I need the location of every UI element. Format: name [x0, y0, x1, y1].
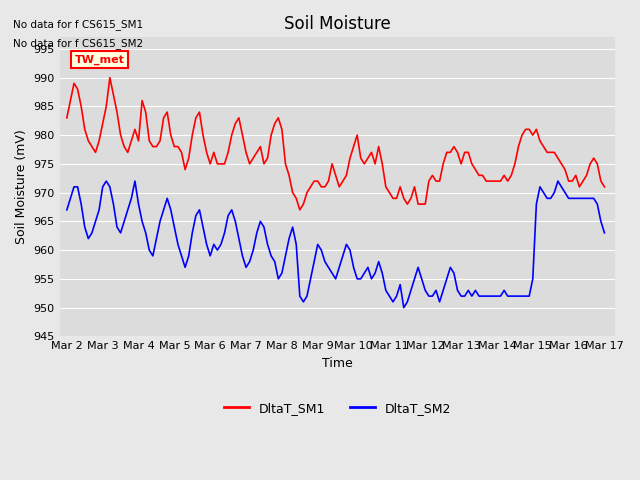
DltaT_SM1: [106, 75, 114, 81]
DltaT_SM1: [296, 207, 303, 213]
Legend: DltaT_SM1, DltaT_SM2: DltaT_SM1, DltaT_SM2: [219, 397, 456, 420]
DltaT_SM1: [332, 172, 339, 178]
DltaT_SM1: [597, 178, 605, 184]
DltaT_SM2: [102, 178, 110, 184]
X-axis label: Time: Time: [322, 357, 353, 370]
DltaT_SM1: [257, 144, 264, 149]
DltaT_SM2: [400, 305, 408, 311]
Text: No data for f CS615_SM1: No data for f CS615_SM1: [13, 19, 143, 30]
DltaT_SM1: [600, 184, 608, 190]
DltaT_SM2: [447, 264, 454, 270]
DltaT_SM1: [411, 184, 419, 190]
Line: DltaT_SM2: DltaT_SM2: [67, 181, 604, 308]
DltaT_SM2: [393, 293, 401, 299]
Text: TW_met: TW_met: [75, 55, 125, 65]
DltaT_SM2: [328, 270, 336, 276]
DltaT_SM2: [600, 230, 608, 236]
Text: No data for f CS615_SM2: No data for f CS615_SM2: [13, 38, 143, 49]
DltaT_SM2: [63, 207, 70, 213]
Y-axis label: Soil Moisture (mV): Soil Moisture (mV): [15, 130, 28, 244]
DltaT_SM1: [447, 149, 454, 155]
DltaT_SM2: [597, 218, 605, 224]
Title: Soil Moisture: Soil Moisture: [284, 15, 391, 33]
DltaT_SM1: [396, 184, 404, 190]
DltaT_SM2: [411, 276, 419, 282]
DltaT_SM2: [257, 218, 264, 224]
DltaT_SM1: [63, 115, 70, 121]
Line: DltaT_SM1: DltaT_SM1: [67, 78, 604, 210]
